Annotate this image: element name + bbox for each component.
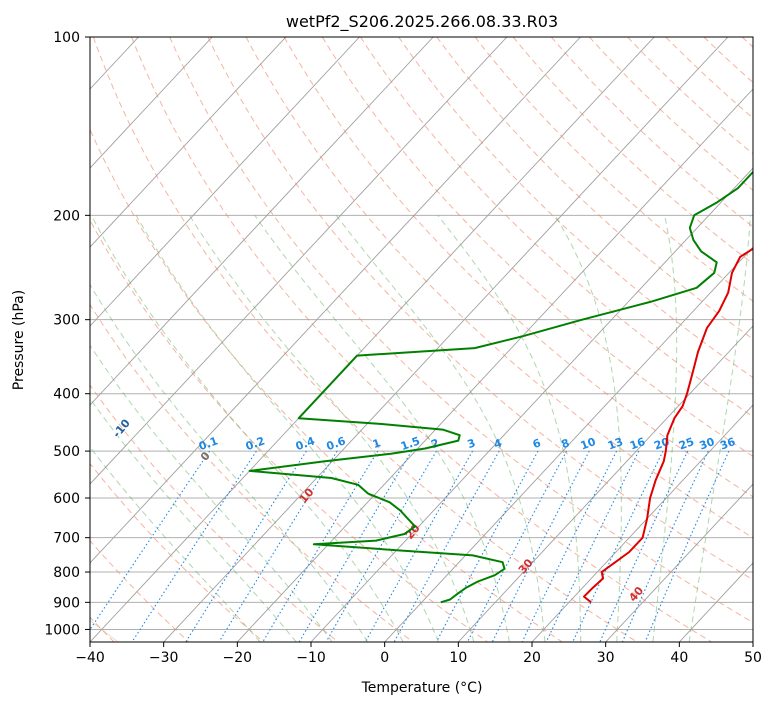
mixing-ratio-line [468, 451, 567, 642]
x-tick-label: 0 [380, 650, 389, 666]
mixing-ratio-label: 1 [371, 436, 383, 451]
mixing-ratio-label: 36 [718, 435, 737, 453]
mixing-ratio-line [645, 451, 729, 642]
x-tick-label: 10 [449, 650, 467, 666]
y-tick-label: 700 [53, 531, 80, 547]
mixing-ratio-label: 4 [492, 436, 504, 451]
isotherm-line [16, 37, 580, 642]
dry-adiabat-line [513, 37, 775, 642]
isotherm-line [0, 37, 507, 642]
mixing-ratio-label: 20 [652, 435, 671, 453]
y-tick-label: 900 [53, 595, 80, 611]
dry-adiabat-label: -20 [32, 389, 55, 413]
mixing-ratio-line [394, 451, 499, 642]
dry-adiabat-line [170, 37, 775, 642]
mixing-ratio-label: 0.6 [325, 434, 348, 453]
dry-adiabat-line [0, 37, 263, 642]
x-axis: −40 −30 −20 −10 0 10 20 30 40 50 [75, 642, 762, 666]
y-tick-label: 300 [53, 313, 80, 329]
isotherm-line [90, 37, 654, 642]
y-axis: 100 200 300 400 500 600 700 800 900 1000 [44, 30, 90, 638]
dry-adiabat-line [742, 37, 775, 642]
x-tick-label: −10 [296, 650, 326, 666]
y-axis-label: Pressure (hPa) [11, 290, 27, 390]
y-tick-label: 500 [53, 444, 80, 460]
y-tick-label: 800 [53, 565, 80, 581]
mixing-ratio-label: 0.2 [244, 434, 267, 453]
dry-adiabat-line [0, 37, 189, 642]
x-tick-label: 20 [523, 650, 541, 666]
x-axis-label: Temperature (°C) [361, 680, 483, 696]
isotherm-line [0, 37, 212, 642]
dry-adiabat-label: 30 [516, 556, 536, 576]
dry-adiabat-line [0, 37, 413, 642]
y-tick-label: 100 [53, 30, 80, 46]
y-tick-label: 400 [53, 387, 80, 403]
isotherm-line [0, 37, 360, 642]
moist-adiabat-line [438, 215, 581, 642]
dry-adiabat-line [399, 37, 775, 642]
chart-title: wetPf2_S206.2025.266.08.33.R03 [286, 12, 558, 32]
mixing-ratio-label: 8 [560, 436, 572, 451]
x-tick-label: 40 [670, 650, 688, 666]
mixing-ratio-label: 6 [531, 436, 543, 451]
isotherm-line [753, 37, 775, 642]
isotherm-line [532, 37, 775, 642]
isotherm-line [0, 37, 65, 642]
mixing-ratio-line [263, 451, 378, 642]
mixing-ratio-line [573, 451, 663, 642]
x-tick-label: −20 [223, 650, 253, 666]
mixing-ratio-line [186, 451, 307, 642]
dry-adiabat-label: -10 [110, 416, 133, 440]
mixing-ratio-line [492, 451, 589, 642]
mixing-ratio-label: 10 [579, 435, 598, 453]
x-tick-label: −30 [149, 650, 179, 666]
moist-adiabat-line [91, 215, 403, 642]
y-tick-label: 600 [53, 491, 80, 507]
y-tick-label: 200 [53, 208, 80, 224]
moist-adiabat-line [53, 215, 368, 642]
isotherm-line [0, 37, 286, 642]
isotherm-line [679, 37, 775, 642]
dry-adiabat-line [704, 37, 775, 642]
mixing-ratio-line [219, 451, 337, 642]
dry-adiabat-line [666, 37, 775, 642]
mixing-ratio-line [365, 451, 472, 642]
x-tick-label: 50 [744, 650, 762, 666]
moist-adiabat-line [689, 215, 750, 642]
mixing-ratio-line [132, 451, 256, 642]
mixing-ratio-label: 25 [677, 435, 696, 452]
moist-adiabat-line [0, 215, 296, 642]
y-tick-label: 1000 [44, 622, 80, 638]
mixing-ratio-label: 2 [429, 436, 441, 451]
x-tick-label: −40 [75, 650, 105, 666]
mixing-ratio-label: 16 [628, 435, 647, 453]
mixing-ratio-label: 3 [466, 436, 478, 451]
dry-adiabat-line [284, 37, 775, 642]
isotherm-line [164, 37, 728, 642]
mixing-ratio-line [436, 451, 538, 642]
plot-area: 0.10.20.40.611.52346810131620253036-100-… [0, 37, 775, 642]
mixing-ratio-line [600, 451, 688, 642]
moist-adiabat-line [0, 215, 260, 642]
x-tick-label: 30 [597, 650, 615, 666]
mixing-ratio-label: 30 [698, 435, 717, 453]
